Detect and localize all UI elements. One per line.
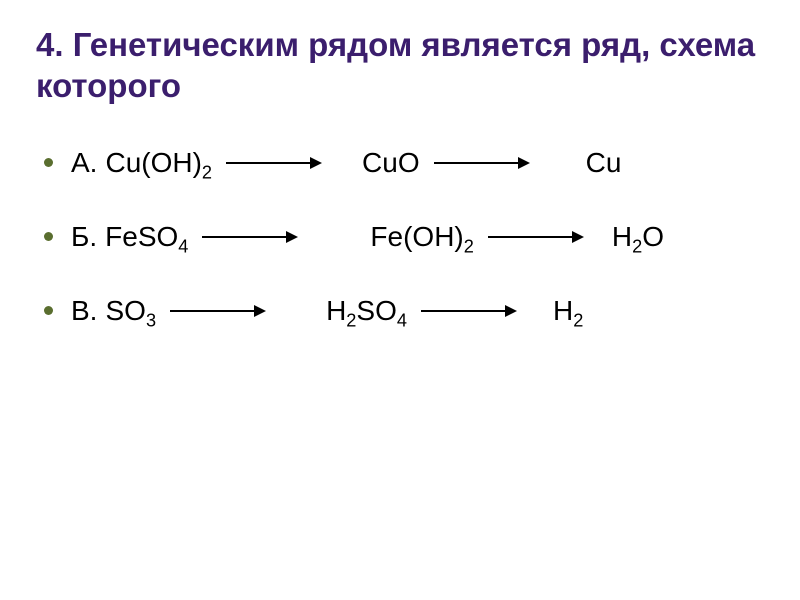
chemical-formula: CuO [362, 147, 420, 179]
slide-title: 4. Генетическим рядом является ряд, схем… [36, 24, 764, 107]
chemical-formula: Cu [586, 147, 622, 179]
bullet-icon [44, 306, 53, 315]
list-item: В.SO3 H2SO4 H2 [44, 295, 764, 327]
arrow-icon [421, 305, 517, 317]
chemical-formula: SO3 [105, 295, 156, 327]
row-label: А. [71, 147, 97, 179]
list-item: А.Cu(OH)2 CuO Cu [44, 147, 764, 179]
reaction-list: А.Cu(OH)2 CuO Cu Б.FeSO4 Fe(OH)2 H2O В.SO3 H2SO… [44, 147, 764, 327]
chemical-formula: H2 [553, 295, 583, 327]
arrow-icon [434, 157, 530, 169]
arrow-icon [202, 231, 298, 243]
list-item: Б.FeSO4 Fe(OH)2 H2O [44, 221, 764, 253]
arrow-icon [170, 305, 266, 317]
chemical-formula: H2O [612, 221, 664, 253]
row-label: Б. [71, 221, 97, 253]
reaction-row: А.Cu(OH)2 CuO Cu [71, 147, 621, 179]
chemical-formula: Cu(OH)2 [105, 147, 212, 179]
chemical-formula: Fe(OH)2 [370, 221, 473, 253]
chemical-formula: FeSO4 [105, 221, 188, 253]
reaction-row: В.SO3 H2SO4 H2 [71, 295, 583, 327]
chemical-formula: H2SO4 [326, 295, 407, 327]
bullet-icon [44, 158, 53, 167]
row-label: В. [71, 295, 97, 327]
reaction-row: Б.FeSO4 Fe(OH)2 H2O [71, 221, 664, 253]
arrow-icon [226, 157, 322, 169]
bullet-icon [44, 232, 53, 241]
arrow-icon [488, 231, 584, 243]
